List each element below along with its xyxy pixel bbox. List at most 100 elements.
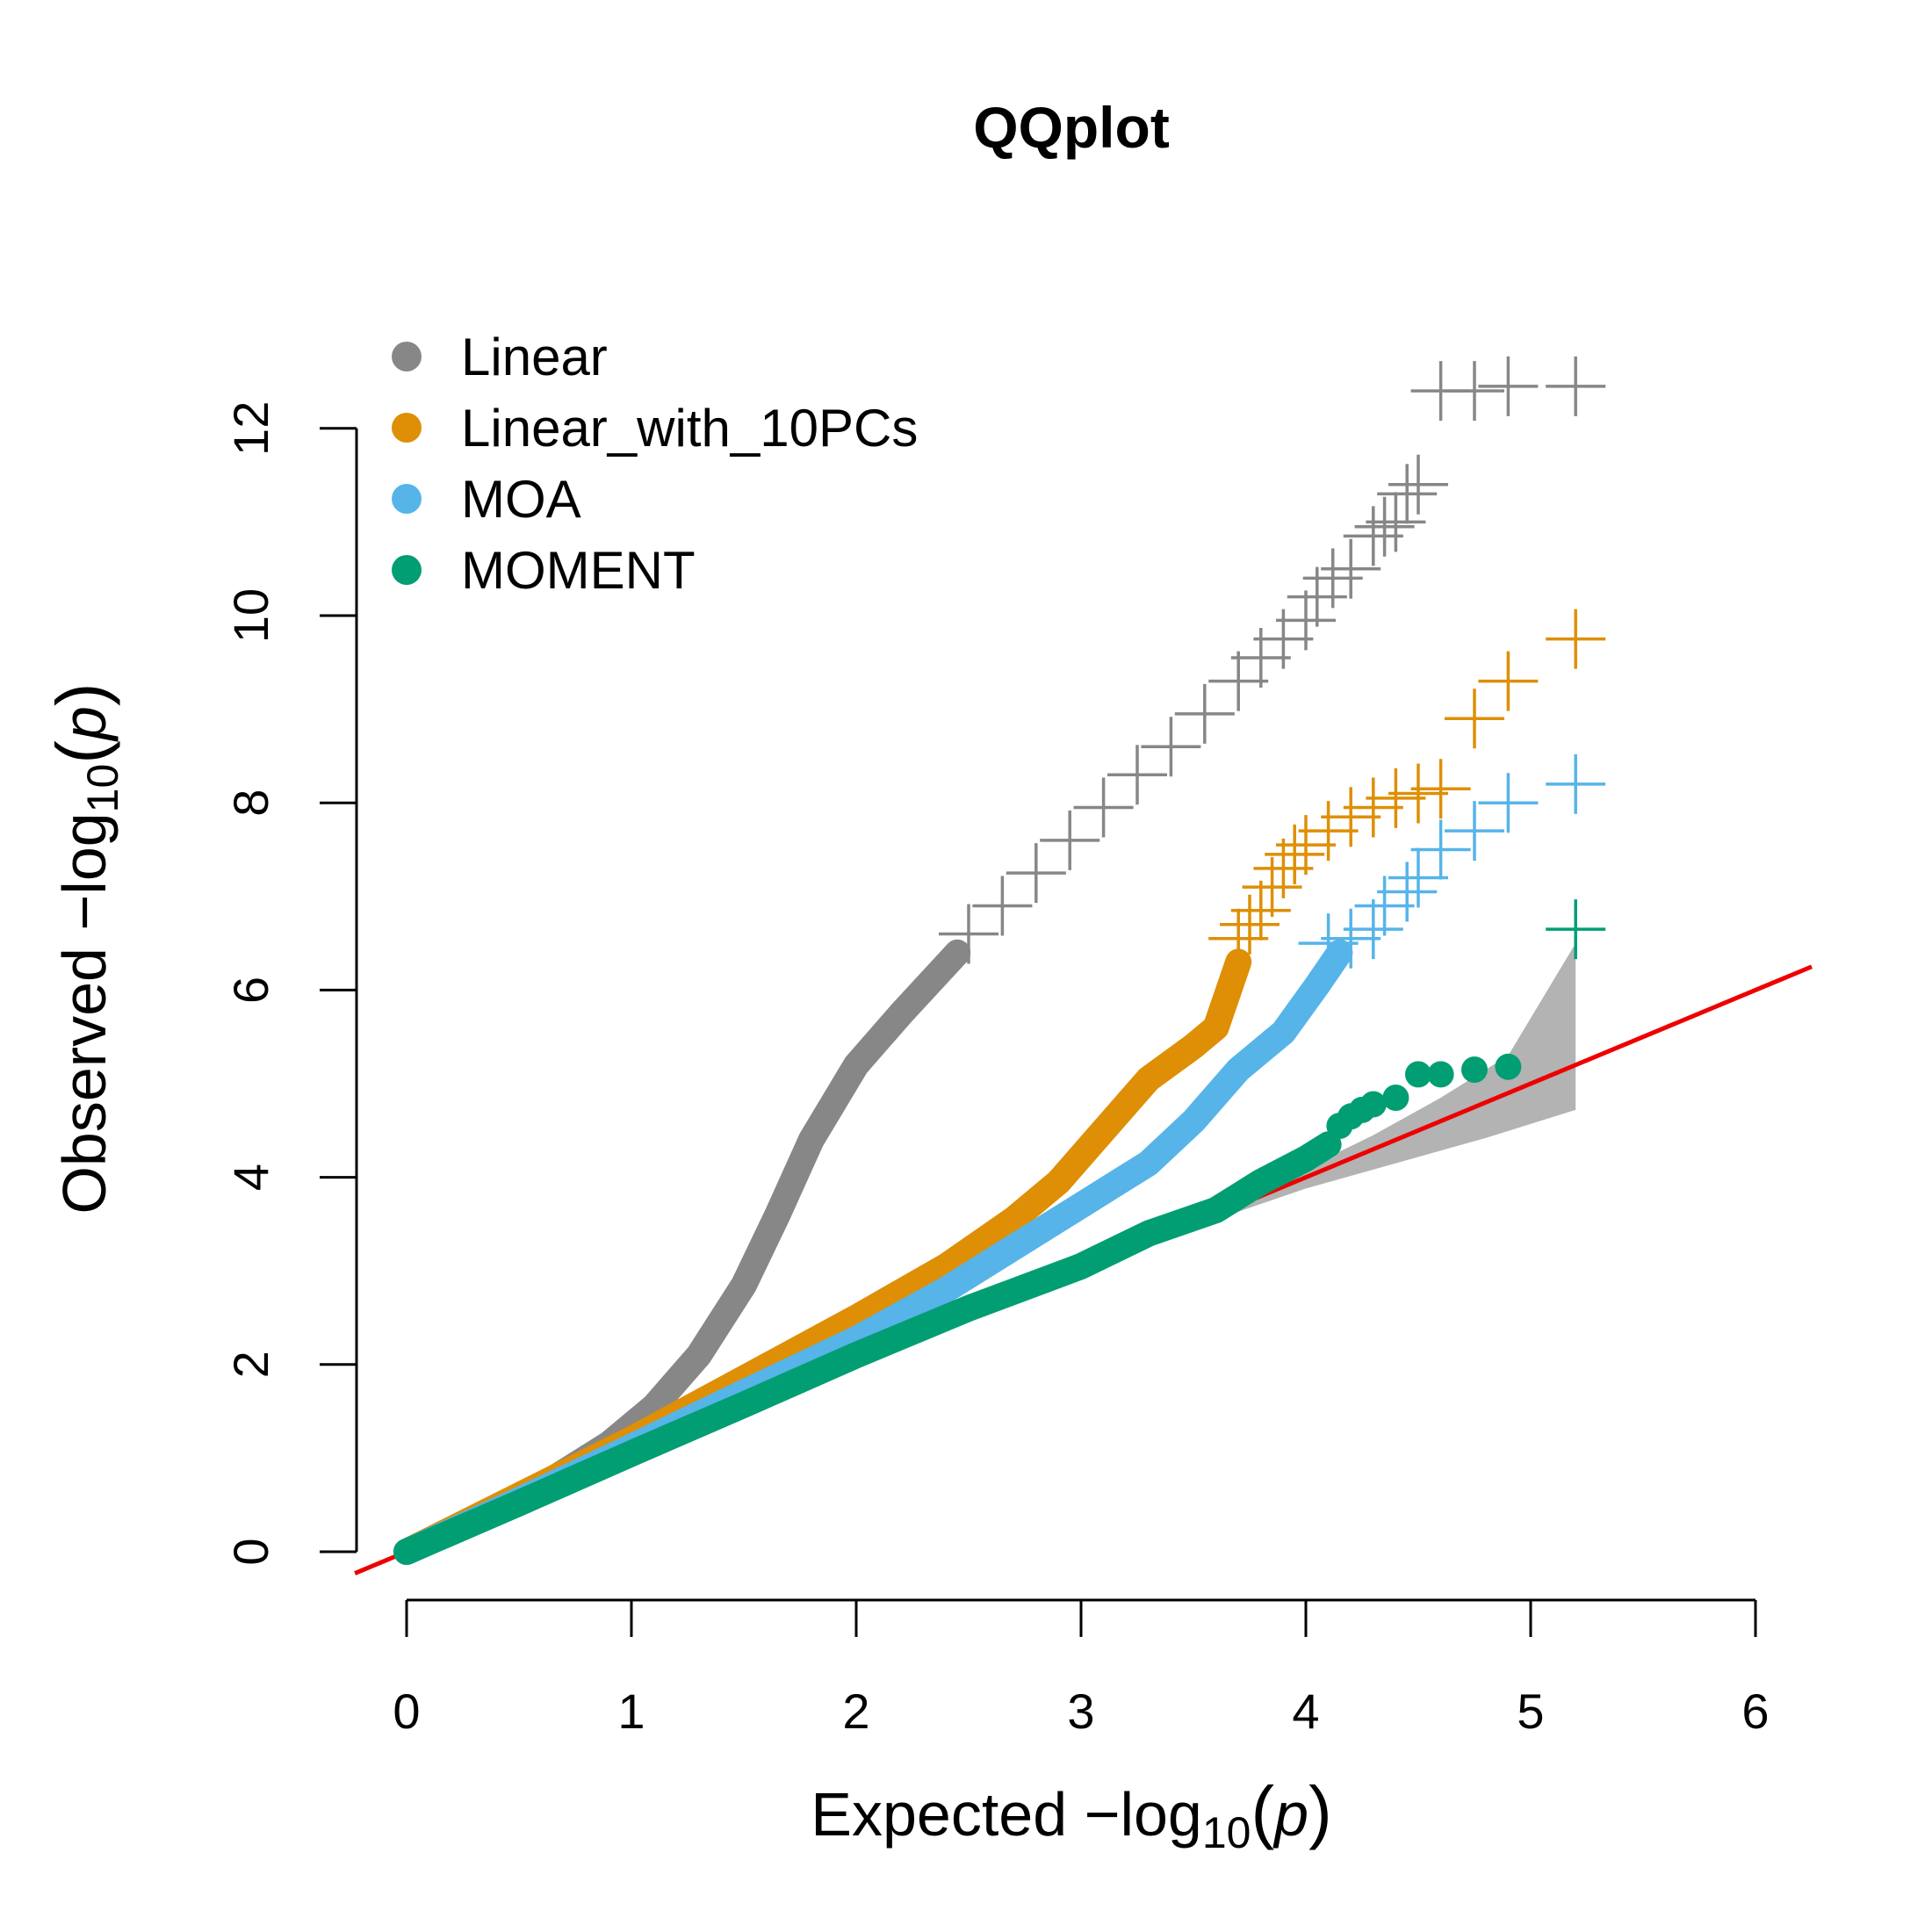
series-moment-point: [1359, 1091, 1387, 1118]
confidence-band: [1126, 943, 1576, 1252]
series-linear-cross-point: [1073, 777, 1134, 838]
series-moment-point: [1405, 1061, 1431, 1088]
series-moment-point: [1461, 1056, 1488, 1084]
y-axis-title-subscript: 10: [78, 764, 127, 813]
series-linear-cross-point: [1377, 464, 1438, 524]
series-moa-cross-point: [1321, 908, 1381, 969]
series-linear-cross-point: [1276, 590, 1336, 651]
series-linear-with-10pcs-cross-point: [1445, 688, 1504, 749]
series-moa-cross-point: [1478, 773, 1539, 833]
legend-label-moa: MOA: [461, 470, 581, 529]
y-tick-label: 6: [223, 977, 278, 1004]
series-linear-cross-point: [1302, 548, 1363, 609]
series-linear-cross-point: [1174, 683, 1235, 744]
chart-title: QQplot: [973, 95, 1170, 160]
series-moment-cross-point: [1546, 899, 1606, 960]
series-linear-with-10pcs-cross-point: [1298, 801, 1359, 861]
series-linear-with-10pcs-cross-point: [1230, 880, 1291, 941]
series-moment-point: [1495, 1053, 1522, 1080]
series-linear-cross-point: [1445, 361, 1504, 422]
series-moa-cross-point: [1546, 753, 1606, 814]
legend-marker-linear: [392, 342, 422, 371]
series-linear-cross-point: [1230, 627, 1291, 688]
x-axis: 0 1 2 3 4 5 6: [393, 1598, 1770, 1739]
y-axis: 0 2 4 6 8 10 12: [223, 401, 358, 1566]
x-tick-label: 2: [842, 1683, 869, 1739]
x-axis-title: Expected −log10(p): [811, 1772, 1331, 1857]
series-linear-with-10pcs-cross-point: [1366, 768, 1426, 828]
series-linear-cross-point: [1366, 492, 1426, 552]
series-moa-cross-point: [1343, 899, 1403, 960]
series-linear-cross-point: [1478, 356, 1539, 416]
series-linear-cross-point: [1208, 651, 1269, 711]
series-moment-dense-points: [393, 1131, 1342, 1565]
series-linear-cross-point: [1321, 538, 1381, 599]
series-moa-cross-point: [1354, 876, 1415, 936]
series-layer: [393, 356, 1606, 1565]
series-linear-with-10pcs-cross-point: [1220, 894, 1280, 955]
series-linear-with-10pcs-cross-point: [1242, 857, 1302, 918]
x-tick-label: 1: [617, 1683, 645, 1739]
y-tick-label: 0: [223, 1538, 278, 1565]
y-axis-title-open-paren: (: [42, 740, 120, 764]
x-axis-title-close-paren: ): [1308, 1772, 1332, 1850]
y-tick-label: 12: [223, 401, 278, 456]
series-linear-cross-point: [1040, 810, 1100, 870]
legend: Linear Linear_with_10PCs MOA MOMENT: [392, 328, 918, 600]
series-linear-with-10pcs-cross-point: [1388, 763, 1448, 824]
x-axis-title-text: Expected −log: [811, 1780, 1202, 1849]
confidence-band-layer: [1126, 943, 1576, 1252]
series-linear-cross-point: [1343, 506, 1403, 566]
series-linear-with-10pcs-cross-point: [1276, 815, 1336, 876]
y-tick-label: 8: [223, 789, 278, 817]
x-tick-label: 4: [1292, 1683, 1319, 1739]
series-linear-with-10pcs-cross-point: [1546, 609, 1606, 669]
y-tick-label: 2: [223, 1351, 278, 1378]
legend-marker-linear-with-10pcs: [392, 413, 422, 443]
legend-label-linear: Linear: [461, 328, 608, 386]
series-linear-with-10pcs-cross-point: [1208, 908, 1269, 969]
y-axis-title-text: Observed −log: [50, 812, 119, 1214]
legend-label-linear-with-10pcs: Linear_with_10PCs: [461, 399, 918, 458]
x-axis-title-open-paren: (: [1251, 1772, 1275, 1850]
x-tick-label: 6: [1741, 1683, 1769, 1739]
series-linear-cross-point: [972, 876, 1033, 936]
series-moment-point: [1382, 1084, 1409, 1111]
series-moment: [393, 899, 1606, 1565]
y-tick-label: 10: [223, 588, 278, 643]
series-linear-cross-point: [939, 904, 998, 964]
x-axis-title-variable: p: [1272, 1780, 1308, 1849]
series-moa-cross-point: [1298, 913, 1359, 974]
y-axis-title: Observed −log10(p): [42, 682, 127, 1214]
series-moment-point: [1427, 1061, 1454, 1088]
x-tick-label: 3: [1067, 1683, 1094, 1739]
y-axis-title-variable: p: [50, 706, 119, 742]
series-moa-cross-point: [1377, 861, 1438, 922]
series-moa-cross-point: [1388, 847, 1448, 908]
x-tick-label: 5: [1517, 1683, 1544, 1739]
series-linear-with-10pcs-cross-point: [1253, 838, 1314, 898]
series-linear-cross-point: [1107, 745, 1167, 805]
series-linear-cross-point: [1546, 356, 1606, 416]
series-moa-cross-point: [1410, 819, 1471, 880]
series-linear: [393, 356, 1606, 1565]
series-linear-cross-point: [1354, 496, 1415, 557]
series-linear-cross-point: [1253, 609, 1314, 669]
series-linear-with-10pcs-cross-point: [1410, 759, 1471, 819]
legend-marker-moa: [392, 484, 422, 514]
series-linear-with-10pcs-cross-point: [1343, 777, 1403, 838]
series-moa-cross-point: [1445, 801, 1504, 861]
y-axis-title-close-paren: ): [42, 682, 120, 706]
series-linear-with-10pcs-cross-point: [1478, 651, 1539, 711]
series-linear-cross-point: [1287, 566, 1347, 627]
series-linear-with-10pcs-cross-point: [1321, 787, 1381, 847]
series-linear-with-10pcs-cross-point: [1265, 824, 1325, 884]
x-axis-title-subscript: 10: [1202, 1808, 1251, 1857]
legend-label-moment: MOMENT: [461, 541, 696, 600]
x-tick-label: 0: [393, 1683, 420, 1739]
legend-marker-moment: [392, 555, 422, 585]
series-linear-cross-point: [1006, 843, 1066, 904]
series-linear-dense-points: [393, 939, 971, 1565]
y-tick-label: 4: [223, 1164, 278, 1191]
